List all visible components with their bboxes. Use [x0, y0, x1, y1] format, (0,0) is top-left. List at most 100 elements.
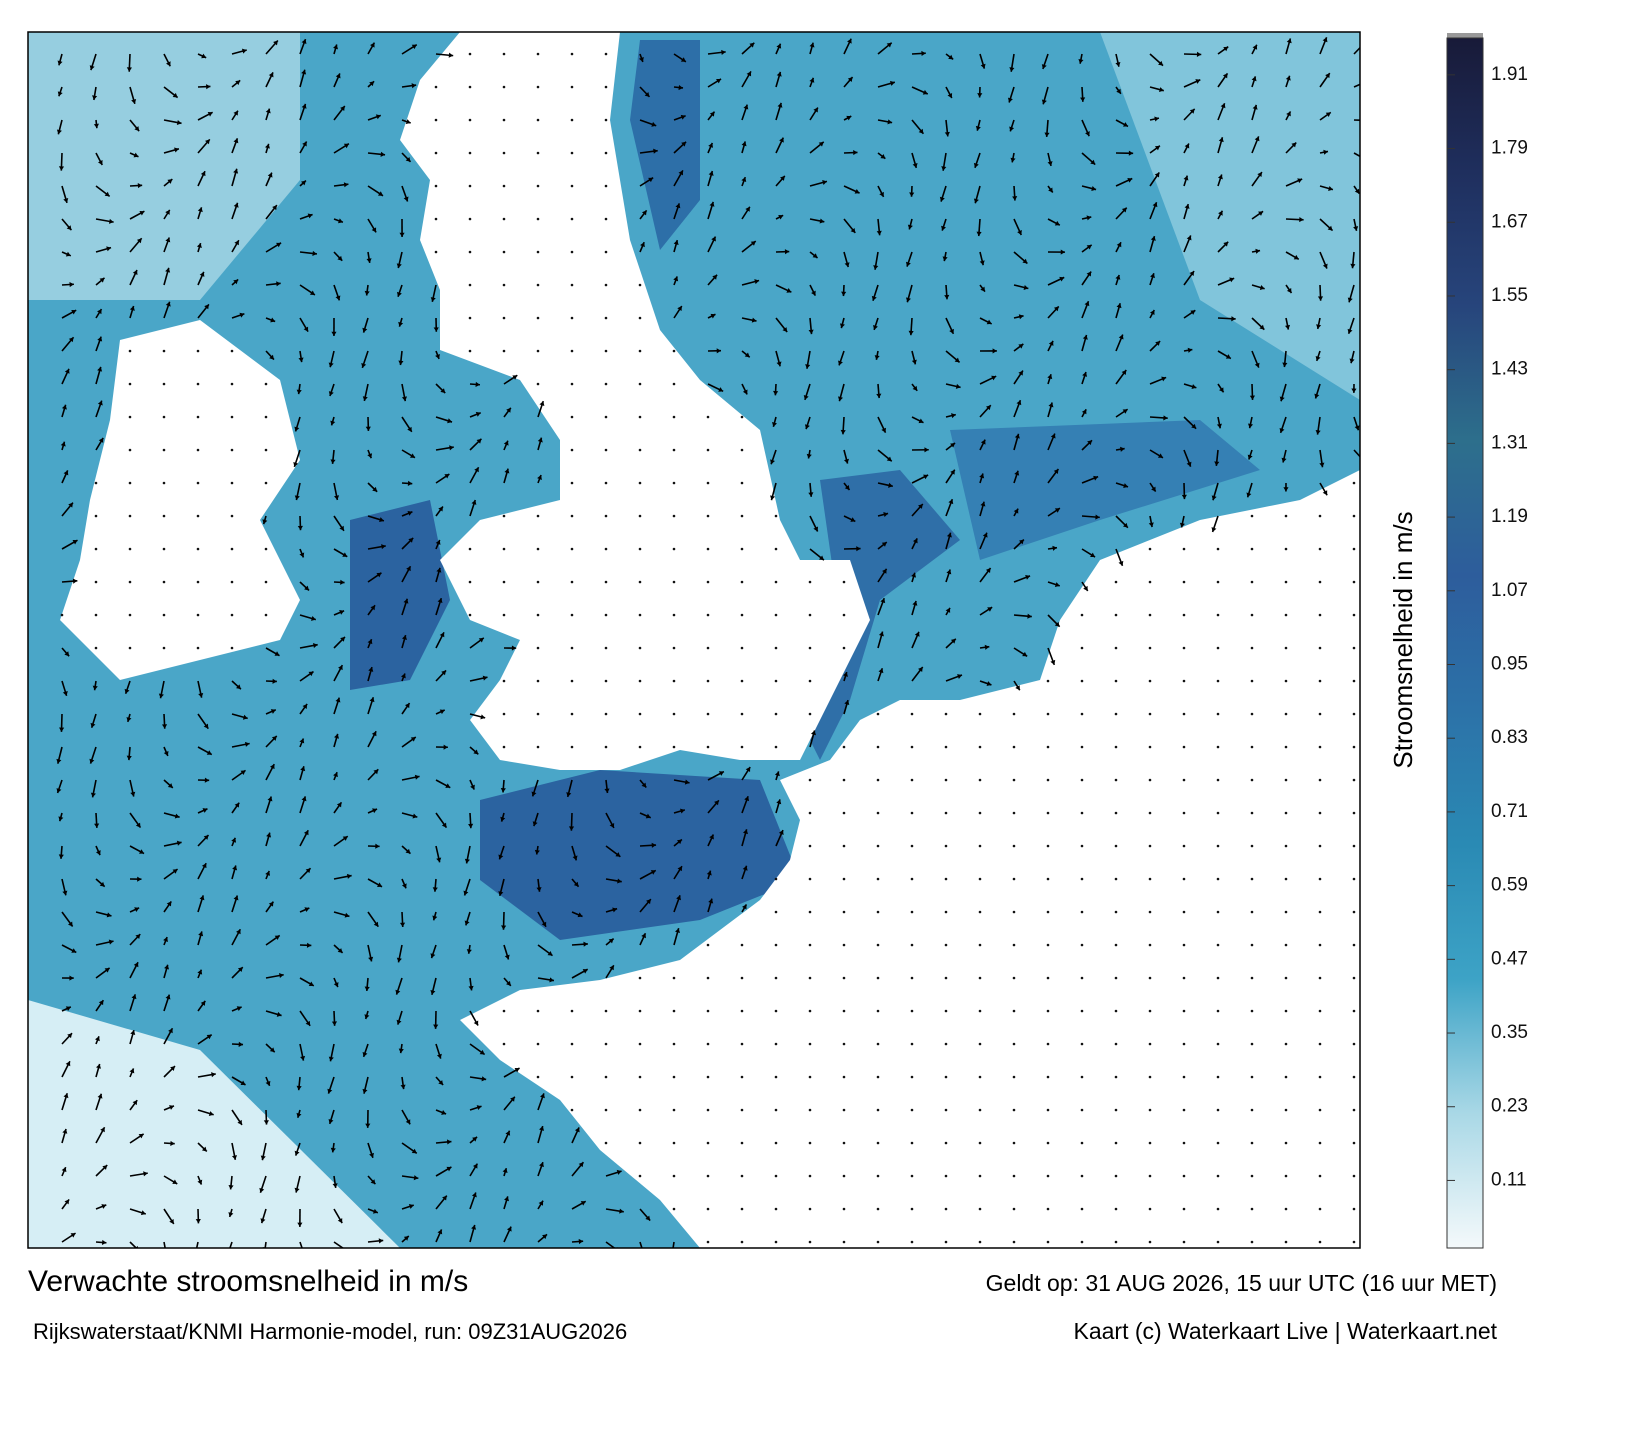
- grid-dot: [1251, 1241, 1254, 1244]
- grid-dot: [843, 812, 846, 815]
- grid-dot: [1251, 878, 1254, 881]
- colorbar-tick-label: 1.91: [1491, 64, 1528, 85]
- grid-dot: [1285, 713, 1288, 716]
- grid-dot: [979, 779, 982, 782]
- grid-dot: [911, 944, 914, 947]
- colorbar-tick-label: 0.59: [1491, 875, 1528, 896]
- grid-dot: [537, 746, 540, 749]
- grid-dot: [911, 1175, 914, 1178]
- grid-dot: [877, 1241, 880, 1244]
- grid-dot: [877, 1175, 880, 1178]
- grid-dot: [571, 383, 574, 386]
- grid-dot: [537, 383, 540, 386]
- grid-dot: [809, 812, 812, 815]
- grid-dot: [571, 317, 574, 320]
- grid-dot: [979, 713, 982, 716]
- grid-dot: [707, 1043, 710, 1046]
- grid-dot: [843, 1076, 846, 1079]
- grid-dot: [1013, 1241, 1016, 1244]
- arrow-head: [164, 1254, 169, 1259]
- colorbar-tick-label: 1.55: [1491, 285, 1528, 306]
- grid-dot: [1251, 515, 1254, 518]
- grid-dot: [1081, 1043, 1084, 1046]
- grid-dot: [1353, 680, 1356, 683]
- grid-dot: [571, 416, 574, 419]
- grid-dot: [1013, 878, 1016, 881]
- grid-dot: [945, 878, 948, 881]
- grid-dot: [605, 548, 608, 551]
- grid-dot: [945, 1208, 948, 1211]
- grid-dot: [1013, 1142, 1016, 1145]
- grid-dot: [707, 1241, 710, 1244]
- grid-dot: [1115, 944, 1118, 947]
- grid-dot: [843, 779, 846, 782]
- grid-dot: [707, 1142, 710, 1145]
- grid-dot: [1081, 1076, 1084, 1079]
- grid-dot: [1285, 977, 1288, 980]
- grid-dot: [1115, 977, 1118, 980]
- grid-dot: [537, 713, 540, 716]
- grid-dot: [1217, 1175, 1220, 1178]
- grid-dot: [231, 647, 234, 650]
- colorbar-tick-label: 0.11: [1491, 1169, 1527, 1190]
- grid-dot: [1013, 845, 1016, 848]
- grid-dot: [1251, 581, 1254, 584]
- grid-dot: [1285, 845, 1288, 848]
- grid-dot: [571, 1109, 574, 1112]
- grid-dot: [1319, 1076, 1322, 1079]
- grid-dot: [129, 647, 132, 650]
- grid-dot: [1047, 977, 1050, 980]
- grid-dot: [673, 449, 676, 452]
- grid-dot: [809, 911, 812, 914]
- grid-dot: [639, 416, 642, 419]
- grid-dot: [1251, 944, 1254, 947]
- grid-dot: [1047, 911, 1050, 914]
- grid-dot: [1353, 1241, 1356, 1244]
- grid-dot: [1081, 680, 1084, 683]
- grid-dot: [707, 449, 710, 452]
- grid-dot: [707, 1010, 710, 1013]
- grid-dot: [911, 812, 914, 815]
- grid-dot: [1183, 1241, 1186, 1244]
- grid-dot: [1115, 911, 1118, 914]
- grid-dot: [979, 1241, 982, 1244]
- grid-dot: [163, 416, 166, 419]
- grid-dot: [1081, 1142, 1084, 1145]
- grid-dot: [639, 977, 642, 980]
- grid-dot: [95, 614, 98, 617]
- grid-dot: [741, 1175, 744, 1178]
- grid-dot: [673, 1076, 676, 1079]
- grid-dot: [741, 581, 744, 584]
- grid-dot: [1149, 911, 1152, 914]
- grid-dot: [571, 350, 574, 353]
- grid-dot: [673, 647, 676, 650]
- grid-dot: [775, 515, 778, 518]
- grid-dot: [1251, 1043, 1254, 1046]
- grid-dot: [945, 911, 948, 914]
- grid-dot: [673, 680, 676, 683]
- grid-dot: [1149, 614, 1152, 617]
- grid-dot: [197, 350, 200, 353]
- grid-dot: [1149, 1076, 1152, 1079]
- grid-dot: [1115, 812, 1118, 815]
- grid-dot: [95, 482, 98, 485]
- colorbar-tick-label: 1.43: [1491, 359, 1528, 380]
- grid-dot: [503, 614, 506, 617]
- grid-dot: [673, 614, 676, 617]
- grid-dot: [741, 977, 744, 980]
- grid-dot: [1285, 614, 1288, 617]
- grid-dot: [1217, 977, 1220, 980]
- grid-dot: [1251, 779, 1254, 782]
- grid-dot: [1081, 746, 1084, 749]
- grid-dot: [911, 845, 914, 848]
- grid-dot: [1047, 1208, 1050, 1211]
- grid-dot: [673, 977, 676, 980]
- grid-dot: [1047, 1142, 1050, 1145]
- grid-dot: [537, 53, 540, 56]
- grid-dot: [945, 845, 948, 848]
- grid-dot: [843, 878, 846, 881]
- grid-dot: [979, 812, 982, 815]
- grid-dot: [775, 1043, 778, 1046]
- grid-dot: [163, 581, 166, 584]
- grid-dot: [1319, 779, 1322, 782]
